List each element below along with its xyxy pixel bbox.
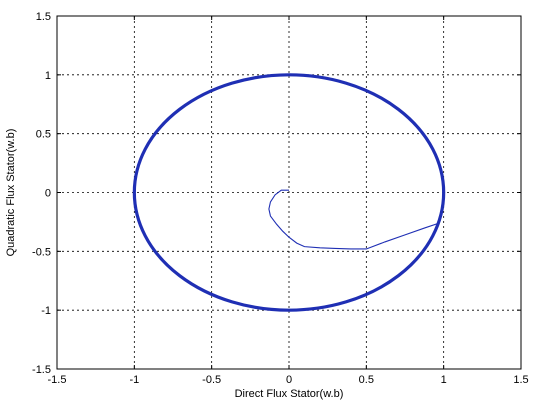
series-layer — [132, 73, 446, 312]
x-axis-label: Direct Flux Stator(w.b) — [235, 388, 344, 400]
y-tick-label: -1 — [41, 305, 51, 317]
steady-state-circle — [132, 73, 446, 312]
x-tick-label: -1.5 — [48, 374, 67, 386]
x-tick-label: 0.5 — [359, 374, 374, 386]
x-tick-label: -0.5 — [202, 374, 221, 386]
x-tick-label: 0 — [286, 374, 292, 386]
y-tick-label: 1.5 — [36, 11, 51, 23]
y-tick-label: -0.5 — [32, 246, 51, 258]
y-tick-label: -1.5 — [32, 364, 51, 376]
y-axis-label: Quadratic Flux Stator(w.b) — [5, 129, 17, 257]
tick-labels: -1.5 -1 -0.5 0 0.5 1 1.5 -1.5 -1 -0.5 0 0.5 1 1.5 — [32, 11, 529, 386]
x-tick-label: 1 — [441, 374, 447, 386]
y-tick-label: 0 — [45, 188, 51, 200]
x-tick-label: -1 — [129, 374, 139, 386]
x-tick-label: 1.5 — [513, 374, 528, 386]
tick-marks — [56, 15, 522, 370]
y-tick-label: 1 — [45, 70, 51, 82]
transient-trajectory — [268, 189, 440, 250]
y-tick-label: 0.5 — [36, 129, 51, 141]
